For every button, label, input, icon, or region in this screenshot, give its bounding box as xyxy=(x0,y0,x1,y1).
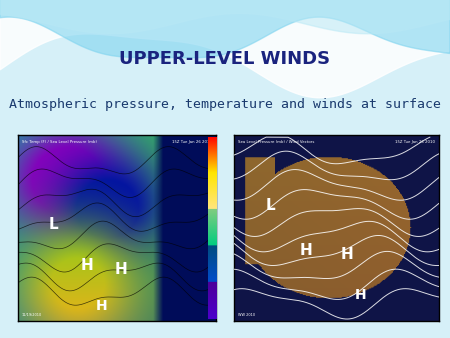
Text: UPPER-LEVEL WINDS: UPPER-LEVEL WINDS xyxy=(119,50,331,68)
Text: H: H xyxy=(115,262,127,276)
Text: WW 2010: WW 2010 xyxy=(238,313,255,317)
Text: H: H xyxy=(299,243,312,258)
Text: H: H xyxy=(81,258,94,273)
Polygon shape xyxy=(0,0,450,58)
Text: H: H xyxy=(95,299,107,313)
Text: H: H xyxy=(340,247,353,262)
Text: 11/19/2010: 11/19/2010 xyxy=(22,313,42,317)
Text: Sfc Temp (F) / Sea Level Pressure (mb): Sfc Temp (F) / Sea Level Pressure (mb) xyxy=(22,140,97,144)
Polygon shape xyxy=(0,0,450,34)
Text: Atmospheric pressure, temperature and winds at surface: Atmospheric pressure, temperature and wi… xyxy=(9,98,441,111)
Text: H: H xyxy=(355,288,367,302)
Text: L: L xyxy=(266,198,276,213)
Text: 15Z Tue Jan 26 2010: 15Z Tue Jan 26 2010 xyxy=(395,140,435,144)
Text: Sea Level Pressure (mb) / Wind Vectors: Sea Level Pressure (mb) / Wind Vectors xyxy=(238,140,315,144)
Text: L: L xyxy=(49,217,58,232)
Text: 15Z Tue Jan 26 2010: 15Z Tue Jan 26 2010 xyxy=(172,140,212,144)
Polygon shape xyxy=(0,0,450,98)
